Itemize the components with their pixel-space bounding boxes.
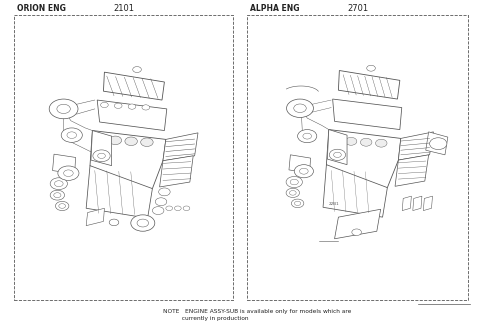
Polygon shape: [159, 156, 193, 187]
Polygon shape: [97, 100, 167, 131]
Circle shape: [57, 104, 71, 113]
Text: NOTE   ENGINE ASSY-SUB is available only for models which are: NOTE ENGINE ASSY-SUB is available only f…: [163, 309, 351, 314]
Circle shape: [375, 139, 387, 147]
Text: ALPHA ENG: ALPHA ENG: [250, 4, 299, 13]
Polygon shape: [333, 99, 402, 130]
Polygon shape: [163, 133, 198, 161]
Circle shape: [360, 138, 372, 146]
Circle shape: [290, 179, 298, 185]
Circle shape: [183, 206, 190, 211]
Circle shape: [300, 168, 308, 174]
Circle shape: [295, 201, 300, 205]
Circle shape: [430, 138, 447, 150]
Polygon shape: [323, 165, 387, 217]
Polygon shape: [90, 131, 166, 193]
Polygon shape: [91, 131, 111, 166]
Circle shape: [153, 207, 164, 215]
Polygon shape: [289, 155, 311, 173]
Polygon shape: [338, 71, 400, 99]
Circle shape: [58, 166, 79, 180]
Circle shape: [298, 130, 317, 143]
Circle shape: [133, 67, 142, 72]
Circle shape: [128, 104, 136, 109]
Circle shape: [158, 188, 170, 196]
Bar: [247, 15, 468, 300]
Circle shape: [61, 128, 83, 142]
Circle shape: [50, 178, 67, 190]
Circle shape: [367, 65, 375, 71]
Circle shape: [109, 136, 121, 145]
Circle shape: [286, 188, 300, 197]
Text: 22B1: 22B1: [329, 202, 339, 206]
Circle shape: [294, 104, 306, 113]
Polygon shape: [86, 208, 105, 226]
Circle shape: [291, 199, 304, 208]
Circle shape: [131, 215, 155, 231]
Polygon shape: [398, 132, 433, 160]
Text: 2101: 2101: [113, 4, 134, 13]
Circle shape: [94, 135, 106, 144]
Text: currently in production: currently in production: [163, 316, 249, 320]
Circle shape: [56, 201, 69, 211]
Circle shape: [98, 153, 106, 158]
Bar: [14, 15, 233, 300]
Circle shape: [175, 206, 181, 211]
Polygon shape: [326, 130, 401, 192]
Circle shape: [59, 204, 65, 208]
Circle shape: [109, 219, 119, 226]
Circle shape: [286, 176, 302, 188]
Circle shape: [142, 105, 150, 110]
Polygon shape: [413, 196, 422, 211]
Polygon shape: [426, 132, 448, 155]
Text: ORION ENG: ORION ENG: [17, 4, 66, 13]
Circle shape: [50, 190, 64, 200]
Circle shape: [294, 165, 313, 178]
Text: 2701: 2701: [347, 4, 368, 13]
Polygon shape: [53, 154, 75, 174]
Circle shape: [287, 99, 313, 117]
Circle shape: [54, 181, 63, 187]
Circle shape: [93, 150, 110, 162]
Polygon shape: [423, 196, 432, 211]
Circle shape: [49, 99, 78, 119]
Circle shape: [329, 149, 346, 160]
Polygon shape: [335, 209, 381, 239]
Circle shape: [334, 152, 341, 157]
Circle shape: [114, 103, 122, 108]
Circle shape: [125, 137, 137, 146]
Circle shape: [330, 136, 342, 144]
Circle shape: [156, 198, 167, 206]
Polygon shape: [327, 130, 347, 165]
Polygon shape: [86, 166, 153, 218]
Polygon shape: [402, 196, 411, 211]
Circle shape: [289, 191, 296, 195]
Circle shape: [345, 137, 357, 145]
Polygon shape: [395, 155, 429, 186]
Polygon shape: [104, 72, 164, 100]
Circle shape: [101, 102, 108, 108]
Circle shape: [352, 229, 361, 236]
Circle shape: [137, 219, 148, 227]
Circle shape: [303, 133, 312, 139]
Circle shape: [141, 138, 153, 147]
Circle shape: [67, 132, 77, 138]
Circle shape: [63, 170, 73, 176]
Circle shape: [166, 206, 173, 211]
Circle shape: [54, 193, 61, 197]
